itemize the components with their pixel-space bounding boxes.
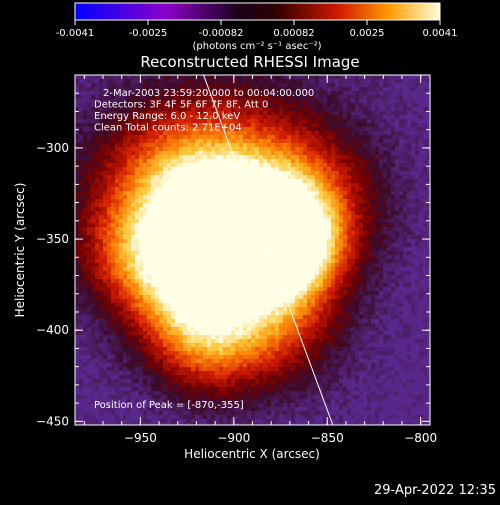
colorbar-tick-label: 0.0041 <box>423 28 458 39</box>
y-tick-label: −450 <box>36 414 69 428</box>
date-stamp: 29-Apr-2022 12:35 <box>374 483 496 498</box>
x-axis-label: Heliocentric X (arcsec) <box>184 447 320 461</box>
colorbar-tick-label: -0.0025 <box>129 28 168 39</box>
y-tick-label: −400 <box>36 323 69 337</box>
x-tick-label: −900 <box>217 431 250 445</box>
y-tick-label: −350 <box>36 232 69 246</box>
colorbar-unit-label: (photons cm⁻² s⁻¹ asec⁻²) <box>192 41 321 52</box>
x-tick-label: −800 <box>404 431 437 445</box>
chart-title: Reconstructed RHESSI Image <box>140 53 359 71</box>
colorbar <box>75 3 440 20</box>
annotation-line: Clean Total counts: 2.71E+04 <box>94 123 242 134</box>
y-tick-label: −300 <box>36 141 69 155</box>
x-tick-label: −950 <box>124 431 157 445</box>
colorbar-tick-label: 0.00082 <box>273 28 314 39</box>
colorbar-tick-label: -0.00082 <box>199 28 244 39</box>
colorbar-tick-label: -0.0041 <box>56 28 95 39</box>
annotation-line: Energy Range: 6.0 - 12.0 keV <box>94 111 240 122</box>
colorbar-ticks: -0.0041 -0.0025 -0.00082 0.00082 0.0025 0.004… <box>56 20 458 39</box>
annotation-line: Detectors: 3F 4F 5F 6F 7F 8F, Att 0 <box>94 100 268 111</box>
colorbar-tick-label: 0.0025 <box>350 28 385 39</box>
x-tick-label: −850 <box>311 431 344 445</box>
annotation-line: 2-Mar-2003 23:59:20.000 to 00:04:00.000 <box>103 88 314 99</box>
peak-position-label: Position of Peak = [-870,-355] <box>94 400 244 411</box>
y-axis-label: Heliocentric Y (arcsec) <box>13 183 27 318</box>
